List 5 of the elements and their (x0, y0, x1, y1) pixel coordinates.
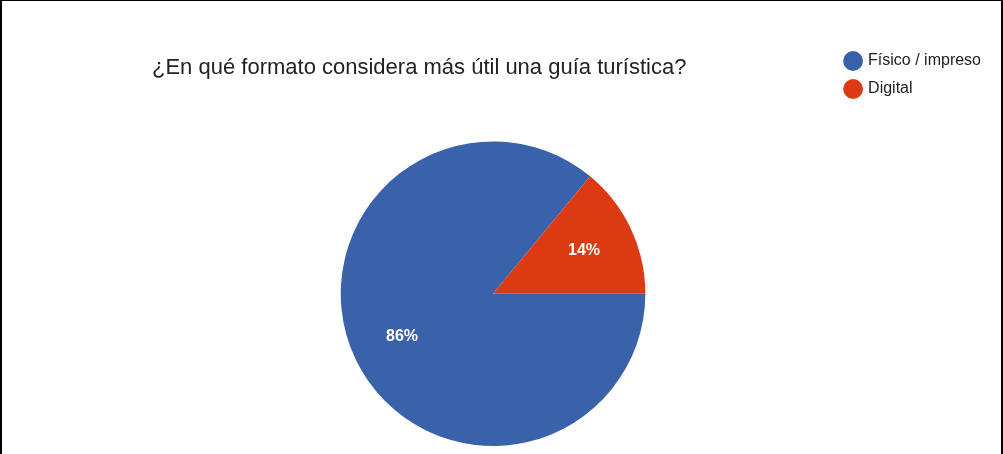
legend-label: Digital (868, 79, 913, 97)
chart-title: ¿En qué formato considera más útil una guía turística? (152, 54, 687, 80)
legend-label: Físico / impreso (868, 51, 982, 69)
data-label: 14% (567, 241, 601, 259)
data-label: 86% (386, 326, 419, 344)
